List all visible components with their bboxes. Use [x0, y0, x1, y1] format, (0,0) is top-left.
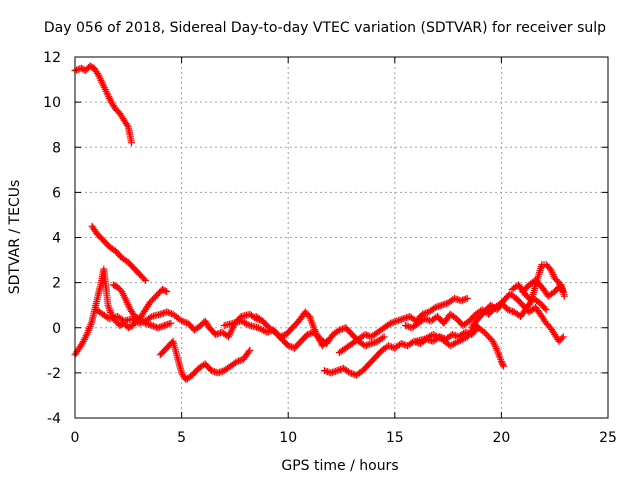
data-point [128, 139, 135, 147]
plot-frame [74, 56, 609, 419]
y-tick-label: 6 [52, 185, 61, 201]
x-tick-label: 20 [492, 430, 510, 446]
data-point [334, 327, 342, 335]
data-point [385, 320, 393, 328]
series-track-l [412, 322, 507, 370]
series-track-j [335, 294, 471, 357]
y-tick-label: 0 [52, 321, 61, 337]
data-point [463, 294, 471, 302]
series-track-a [71, 62, 135, 147]
x-axis-label: GPS time / hours [281, 458, 398, 474]
data-point [498, 359, 506, 367]
data-point [560, 292, 568, 300]
x-tick-label: 5 [177, 430, 186, 446]
data-point [499, 361, 507, 369]
data-point [500, 362, 507, 370]
data-point [140, 275, 148, 283]
data-point [140, 318, 148, 326]
data-points [71, 62, 568, 384]
y-tick-label: 10 [43, 95, 61, 111]
y-tick-label: 4 [52, 231, 61, 247]
chart-title: Day 056 of 2018, Sidereal Day-to-day VTE… [44, 20, 606, 36]
series-track-n [508, 261, 567, 305]
y-tick-label: 8 [52, 140, 61, 156]
data-point [167, 319, 175, 327]
data-point [161, 287, 169, 295]
data-point [379, 334, 386, 342]
data-point [344, 368, 352, 376]
data-point [146, 314, 154, 322]
x-tick-label: 15 [386, 430, 404, 446]
series-track-e [156, 337, 254, 384]
data-point [163, 288, 171, 296]
data-point [542, 306, 550, 314]
series-track-o [519, 276, 568, 300]
series-track-b [88, 222, 149, 284]
y-tick-label: -4 [47, 411, 61, 427]
y-tick-label: -2 [47, 366, 61, 382]
series-track-c [71, 265, 171, 359]
x-tick-label: 25 [599, 430, 617, 446]
axis-ticks: 0 5 10 15 20 25 -4 -2 0 2 4 6 8 10 12 [43, 50, 617, 446]
grid-lines [75, 57, 608, 418]
x-tick-label: 0 [71, 430, 80, 446]
series-track-h [252, 313, 388, 352]
x-tick-label: 10 [279, 430, 297, 446]
y-tick-label: 12 [43, 50, 61, 66]
series-track-i [320, 324, 482, 379]
data-point [246, 346, 254, 354]
data-point [559, 333, 567, 341]
data-point [541, 304, 549, 312]
data-point [430, 305, 438, 313]
y-tick-label: 2 [52, 276, 61, 292]
series-track-m [468, 290, 567, 345]
data-point [380, 333, 388, 341]
data-point [497, 358, 505, 366]
data-point [558, 334, 566, 342]
data-point [231, 359, 239, 367]
y-axis-label: SDTVAR / TECUs [7, 180, 23, 295]
data-point [245, 348, 253, 356]
series-track-f [109, 281, 175, 332]
data-point [141, 276, 149, 284]
data-point [123, 121, 131, 129]
data-point [244, 321, 252, 329]
